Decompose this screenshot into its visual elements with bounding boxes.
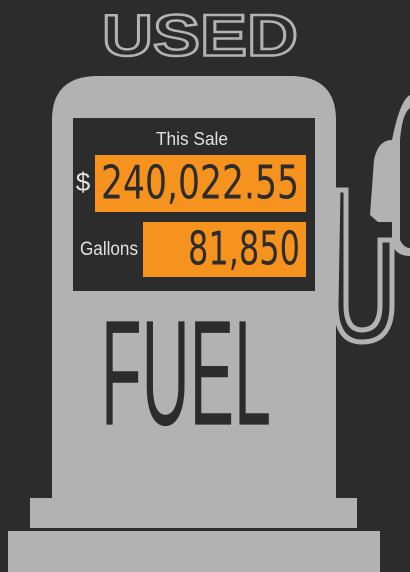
sale-label: This Sale [156, 129, 228, 149]
currency-symbol: $ [76, 167, 91, 197]
fuel-label: FUEL [101, 289, 271, 457]
gallons-amount: 81,850 [188, 222, 300, 276]
sale-amount: 240,022.55 [101, 156, 299, 210]
gallons-label: Gallons [80, 239, 138, 260]
pump-base-upper [30, 498, 357, 528]
page: USED This Sale $ 240,022.55 Gallons 81,8… [0, 0, 410, 572]
fuel-pump-graphic: USED This Sale $ 240,022.55 Gallons 81,8… [0, 0, 410, 572]
title: USED [102, 3, 298, 68]
pump-base-lower [8, 531, 380, 572]
